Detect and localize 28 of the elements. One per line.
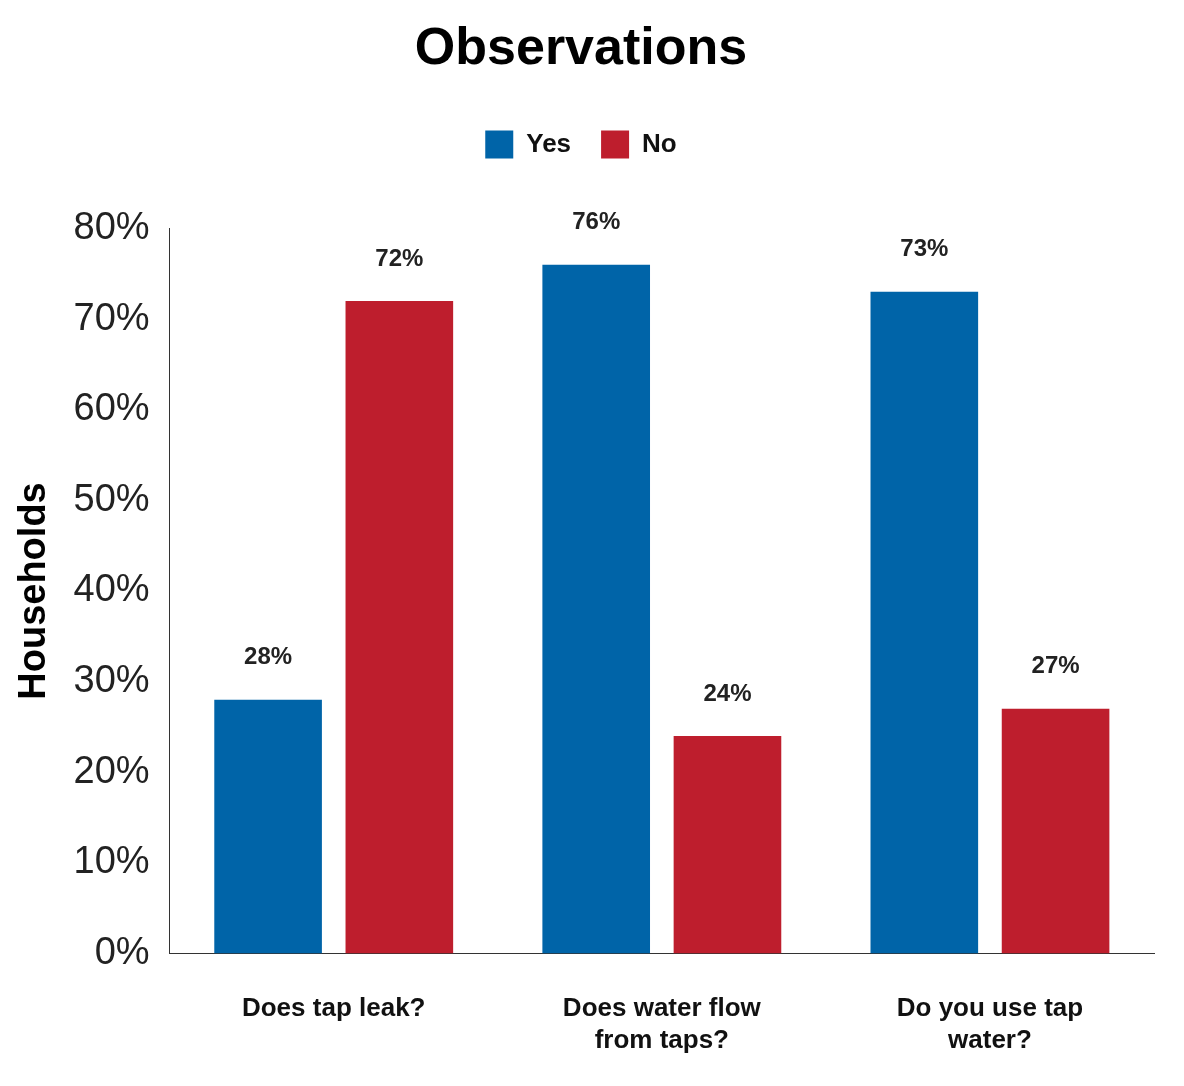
x-tick-label: Does tap leak? bbox=[241, 992, 426, 1023]
y-tick-label: 20% bbox=[73, 748, 150, 791]
data-label: 27% bbox=[1031, 651, 1080, 679]
data-label: 28% bbox=[244, 642, 293, 670]
chart-title: Observations bbox=[414, 16, 748, 75]
legend-label: No bbox=[642, 127, 677, 158]
y-tick-label: 40% bbox=[73, 567, 150, 610]
y-tick-label: 50% bbox=[73, 476, 150, 519]
x-tick-label: Do you use tap water? bbox=[896, 992, 1084, 1054]
data-label: 24% bbox=[703, 678, 752, 706]
y-tick-label: 0% bbox=[94, 930, 150, 973]
x-tick-label: Does water flow from taps? bbox=[562, 992, 762, 1054]
bar bbox=[673, 736, 782, 954]
data-label: 72% bbox=[375, 243, 424, 271]
bar bbox=[1001, 708, 1110, 954]
bar bbox=[870, 291, 979, 954]
y-tick-label: 10% bbox=[73, 839, 150, 882]
bar bbox=[214, 699, 322, 954]
bar bbox=[345, 300, 454, 954]
data-label: 76% bbox=[572, 207, 621, 235]
data-label: 73% bbox=[900, 234, 949, 262]
y-tick-label: 70% bbox=[73, 295, 150, 338]
y-tick-label: 80% bbox=[73, 204, 150, 247]
y-tick-label: 30% bbox=[73, 658, 150, 701]
bar bbox=[542, 264, 651, 954]
legend-label: Yes bbox=[526, 127, 572, 158]
y-axis-title: Households bbox=[11, 482, 54, 700]
y-tick-label: 60% bbox=[73, 386, 150, 429]
